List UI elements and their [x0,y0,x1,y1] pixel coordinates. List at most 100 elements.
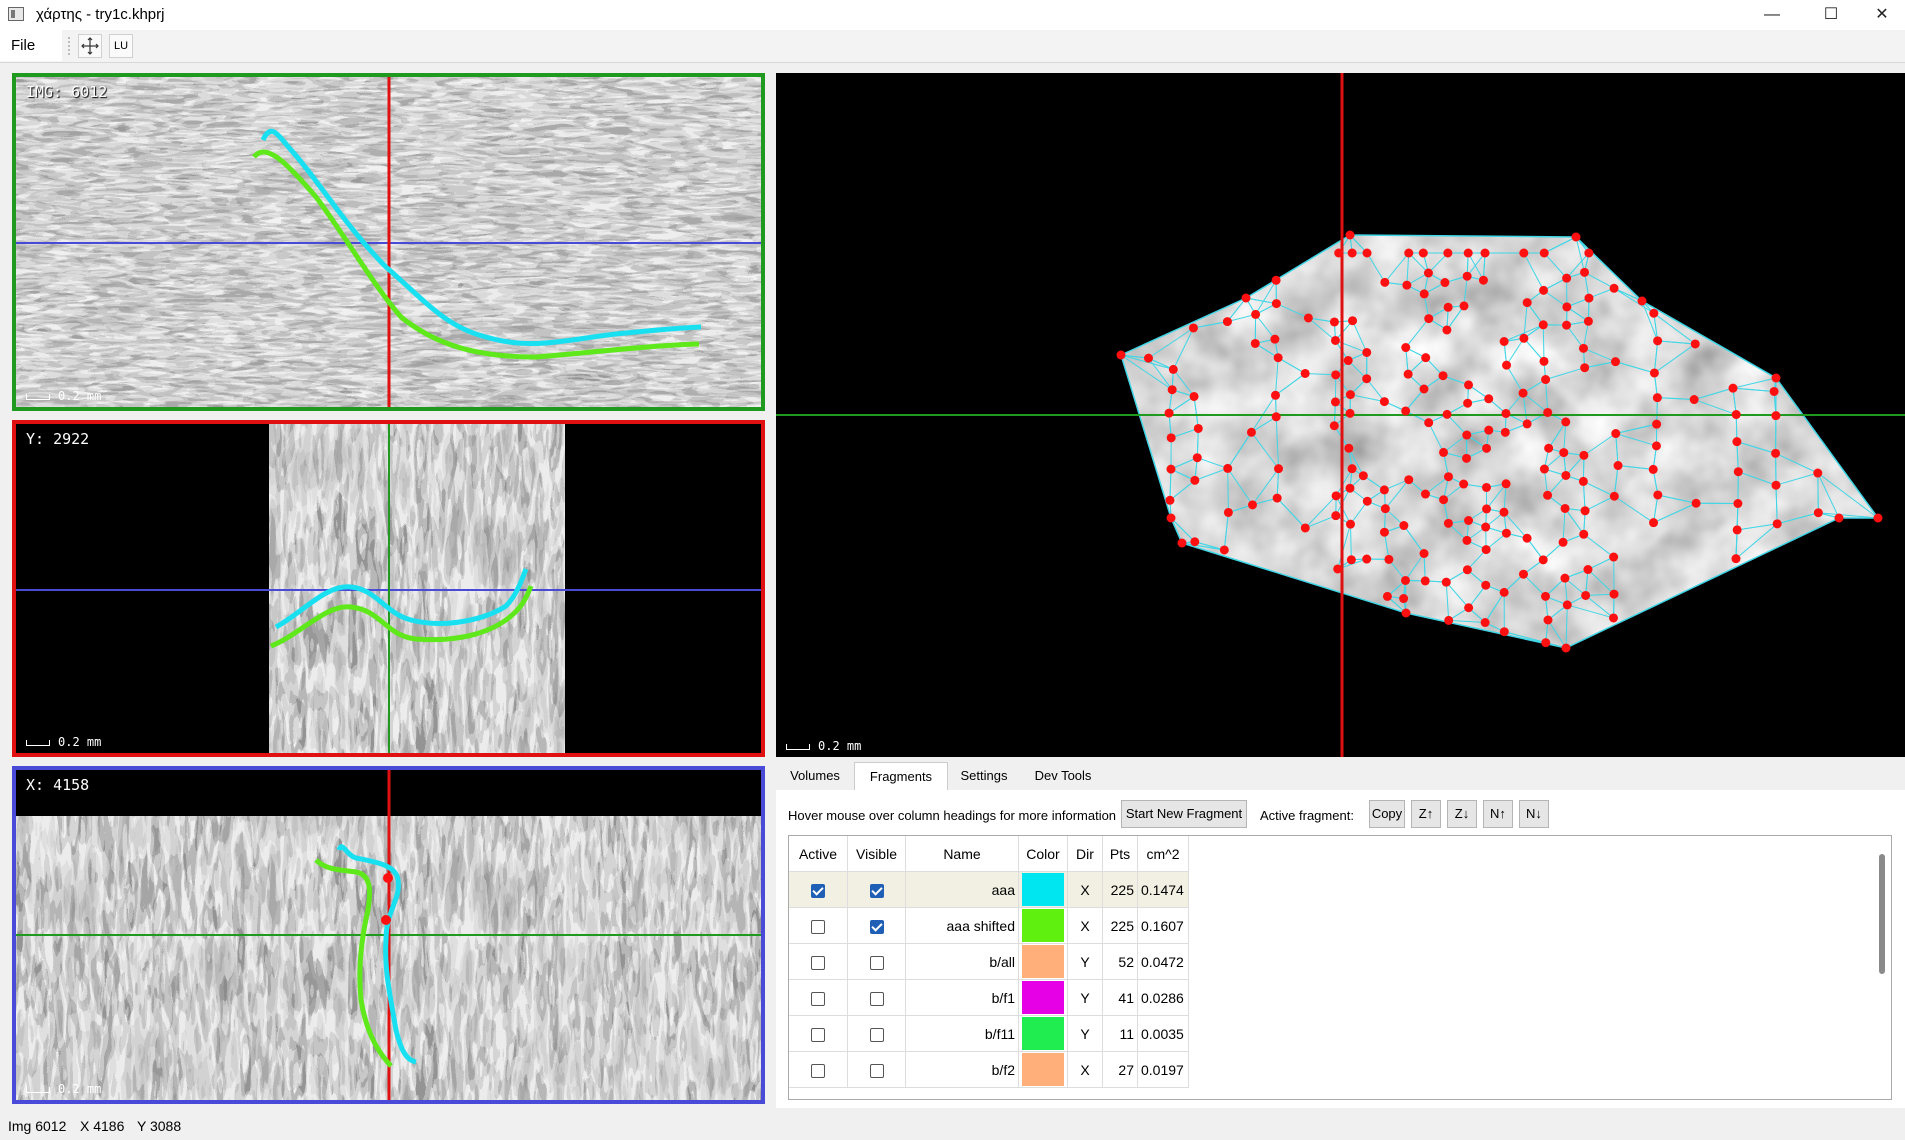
mesh-point[interactable] [1382,591,1392,601]
active-checkbox[interactable] [811,1063,825,1078]
mesh-point[interactable] [1424,418,1434,428]
mesh-point[interactable] [1401,343,1411,353]
mesh-point[interactable] [1771,411,1781,421]
mesh-point[interactable] [1481,580,1491,590]
mesh-point[interactable] [1443,472,1453,482]
mesh-point[interactable] [1300,368,1310,378]
mesh-point[interactable] [1834,513,1844,523]
color-swatch[interactable] [1022,873,1064,906]
mesh-point[interactable] [1571,232,1581,242]
mesh-point[interactable] [1728,383,1738,393]
mesh-point[interactable] [1562,320,1572,330]
mesh-point[interactable] [1539,464,1549,474]
mesh-point[interactable] [1273,353,1283,363]
table-row[interactable]: aaa shifted X 225 0.1607 [789,907,1189,944]
mesh-point[interactable] [1581,590,1591,600]
mesh-point[interactable] [1583,565,1593,575]
mesh-point[interactable] [1420,489,1430,499]
mesh-point[interactable] [1442,325,1452,335]
mesh-point[interactable] [1502,360,1512,370]
mesh-point[interactable] [1541,638,1551,648]
mesh-point[interactable] [1379,527,1389,537]
mesh-point[interactable] [1731,410,1741,420]
mesh-point[interactable] [1441,577,1451,587]
mesh-point[interactable] [1300,523,1310,533]
mesh-point[interactable] [1562,302,1572,312]
mesh-point[interactable] [1538,320,1548,330]
mesh-point[interactable] [1401,608,1411,618]
mesh-point[interactable] [1329,421,1339,431]
mesh-point[interactable] [1419,289,1429,299]
mesh-point[interactable] [1271,412,1281,422]
mesh-point[interactable] [1345,230,1355,240]
mesh-point[interactable] [1559,448,1569,458]
table-row[interactable]: aaa X 225 0.1474 [789,871,1189,908]
mesh-point[interactable] [1689,395,1699,405]
mesh-point[interactable] [1168,364,1178,374]
mesh-point[interactable] [1404,475,1414,485]
mesh-point[interactable] [1251,309,1261,319]
mesh-point[interactable] [1484,425,1494,435]
table-row[interactable]: b/f1 Y 41 0.0286 [789,979,1189,1016]
z-up-button[interactable]: Z↑ [1411,800,1441,828]
img-view[interactable]: IMG: 6012 0.2 mm [12,73,765,411]
mesh-point[interactable] [1463,248,1473,258]
mesh-point[interactable] [1649,518,1659,528]
mesh-point[interactable] [1421,353,1431,363]
mesh-point[interactable] [1580,267,1590,277]
col-area[interactable]: cm^2 [1137,836,1189,872]
mesh-point[interactable] [1481,482,1491,492]
mesh-point[interactable] [1443,248,1453,258]
mesh-point[interactable] [1384,554,1394,564]
mesh-point[interactable] [1402,280,1412,290]
col-color[interactable]: Color [1018,836,1068,872]
color-swatch[interactable] [1022,909,1064,942]
table-scrollbar[interactable] [1879,854,1885,974]
mesh-point[interactable] [1440,278,1450,288]
mesh-point[interactable] [1543,615,1553,625]
mesh-point[interactable] [1813,468,1823,478]
mesh-point[interactable] [1462,535,1472,545]
mesh-point[interactable] [1613,461,1623,471]
mesh-point[interactable] [1303,313,1313,323]
tab-settings[interactable]: Settings [960,768,1008,783]
mesh-point[interactable] [1379,485,1389,495]
table-row[interactable]: b/f11 Y 11 0.0035 [789,1015,1189,1052]
mesh-point[interactable] [1250,338,1260,348]
mesh-point[interactable] [1343,356,1353,366]
mesh-point[interactable] [1362,496,1372,506]
mesh-point[interactable] [1463,398,1473,408]
mesh-point[interactable] [1543,407,1553,417]
mesh-point[interactable] [1459,301,1469,311]
mesh-point[interactable] [1345,483,1355,493]
mesh-point[interactable] [1609,491,1619,501]
mesh-point[interactable] [1580,506,1590,516]
x-view[interactable]: X: 4158 0.2 mm [12,766,765,1104]
mesh-point[interactable] [1519,333,1529,343]
close-button[interactable]: ✕ [1875,6,1889,23]
mesh-point[interactable] [1499,587,1509,597]
mesh-point[interactable] [1541,375,1551,385]
mesh-point[interactable] [1501,528,1511,538]
mesh-point[interactable] [1165,495,1175,505]
mesh-point[interactable] [1439,495,1449,505]
color-swatch[interactable] [1022,1017,1064,1050]
mesh-point[interactable] [1344,443,1354,453]
mesh-point[interactable] [1331,491,1341,501]
mesh-point[interactable] [1442,409,1452,419]
mesh-point[interactable] [1348,316,1358,326]
active-checkbox[interactable] [811,919,825,934]
mesh-point[interactable] [1478,275,1488,285]
minimize-button[interactable]: — [1764,6,1780,23]
mesh-point[interactable] [1247,500,1257,510]
mesh-point[interactable] [1499,627,1509,637]
mesh-point[interactable] [1579,529,1589,539]
mesh-point[interactable] [1334,248,1344,258]
mesh-point[interactable] [1733,498,1743,508]
active-checkbox[interactable] [811,883,825,898]
mesh-point[interactable] [1444,615,1454,625]
visible-checkbox[interactable] [869,883,884,898]
surface-view[interactable]: 0.2 mm [776,73,1905,757]
mesh-point[interactable] [1464,380,1474,390]
mesh-point[interactable] [1518,569,1528,579]
